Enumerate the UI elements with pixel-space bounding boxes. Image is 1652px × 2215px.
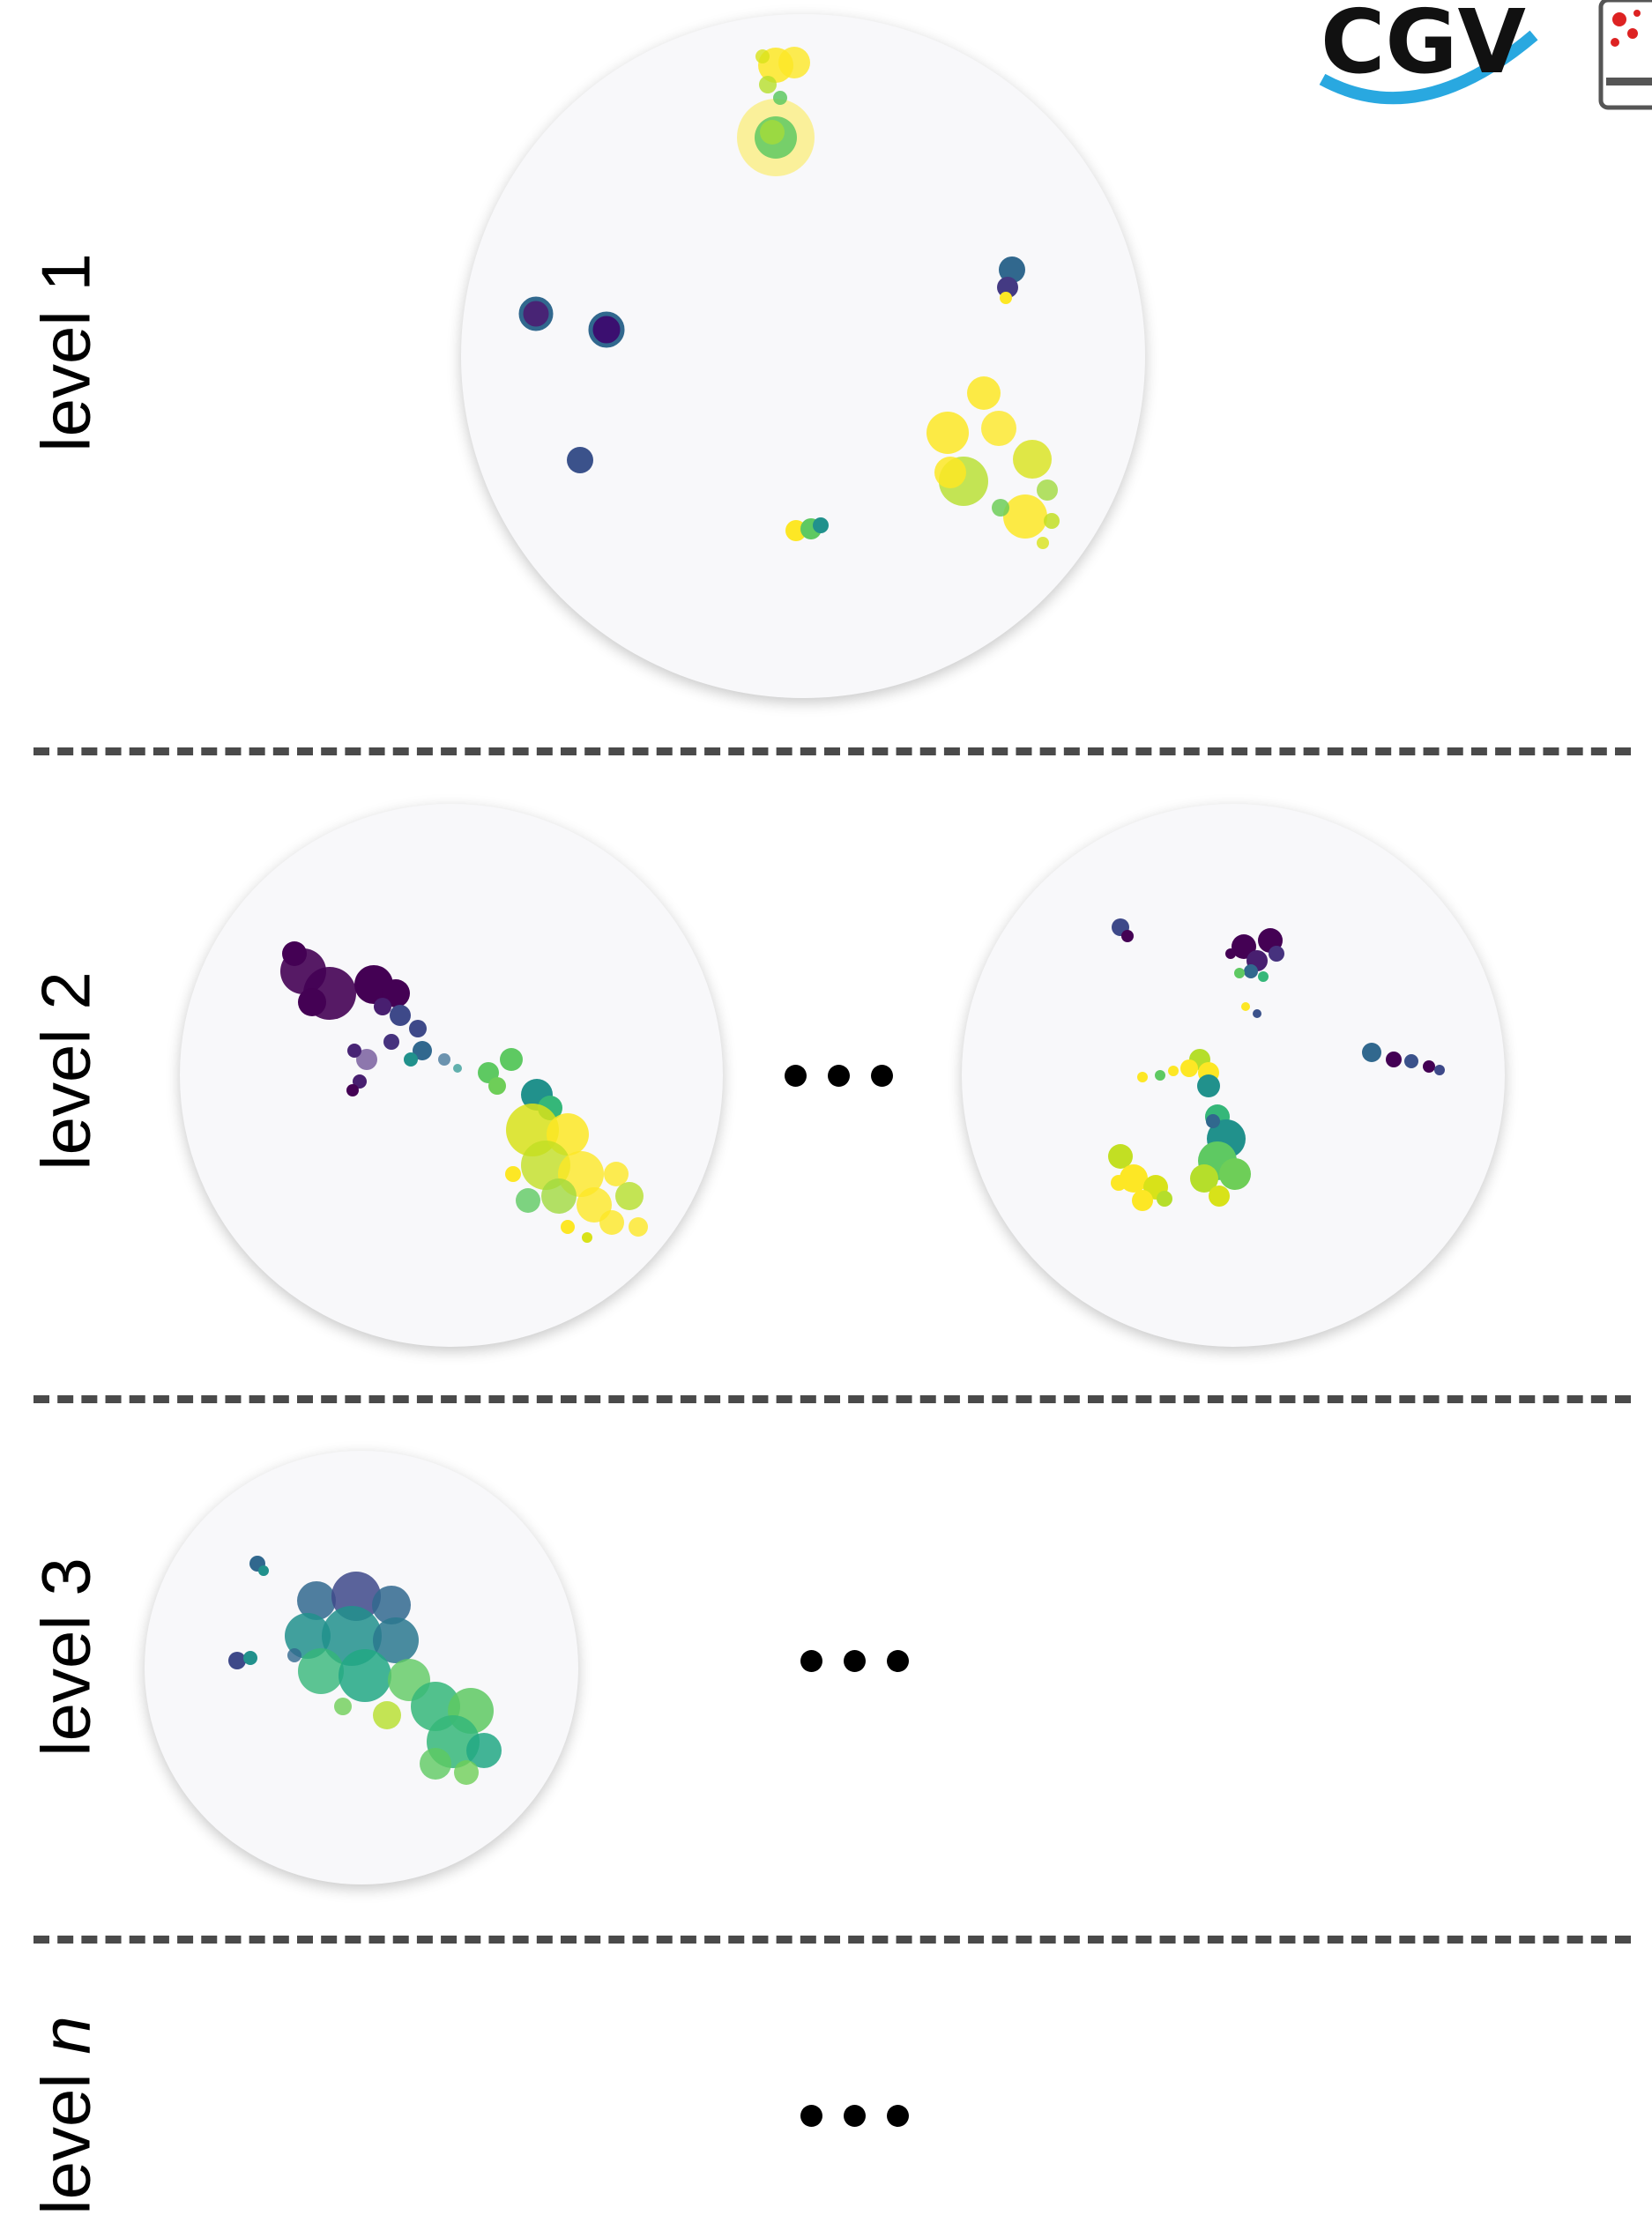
- level-1-embedding-panel: [461, 14, 1145, 698]
- divider-level-2-3: [33, 1395, 1631, 1403]
- level-2-embedding-panel-second: [962, 804, 1505, 1347]
- logo-wordmark: CGV: [1321, 0, 1526, 93]
- ellipsis-dot: [887, 2104, 909, 2127]
- level-2-scatter-first: [280, 941, 648, 1243]
- level-3-ellipsis: [800, 1643, 909, 1678]
- ellipsis-dot: [800, 1649, 822, 1672]
- ellipsis-dot: [785, 1064, 807, 1087]
- cgv-logo: CGV: [1313, 0, 1560, 115]
- ellipsis-dot: [887, 1649, 909, 1672]
- level-n-ellipsis: [800, 2098, 909, 2133]
- level-2-embedding-panel-first: [180, 804, 723, 1347]
- level-3-scatter: [228, 1556, 502, 1785]
- ellipsis-dot: [844, 2104, 866, 2127]
- level-1-scatter: [518, 47, 1060, 549]
- level-2-scatter-second: [1108, 918, 1445, 1211]
- level-2-ellipsis: [785, 1058, 893, 1093]
- secondary-logo: [1597, 0, 1652, 110]
- divider-level-3-n: [33, 1936, 1631, 1944]
- ellipsis-dot: [844, 1649, 866, 1672]
- ellipsis-dot: [800, 2104, 822, 2127]
- level-3-embedding-panel: [145, 1451, 578, 1884]
- ellipsis-dot: [828, 1064, 850, 1087]
- divider-level-1-2: [33, 747, 1631, 755]
- ellipsis-dot: [871, 1064, 893, 1087]
